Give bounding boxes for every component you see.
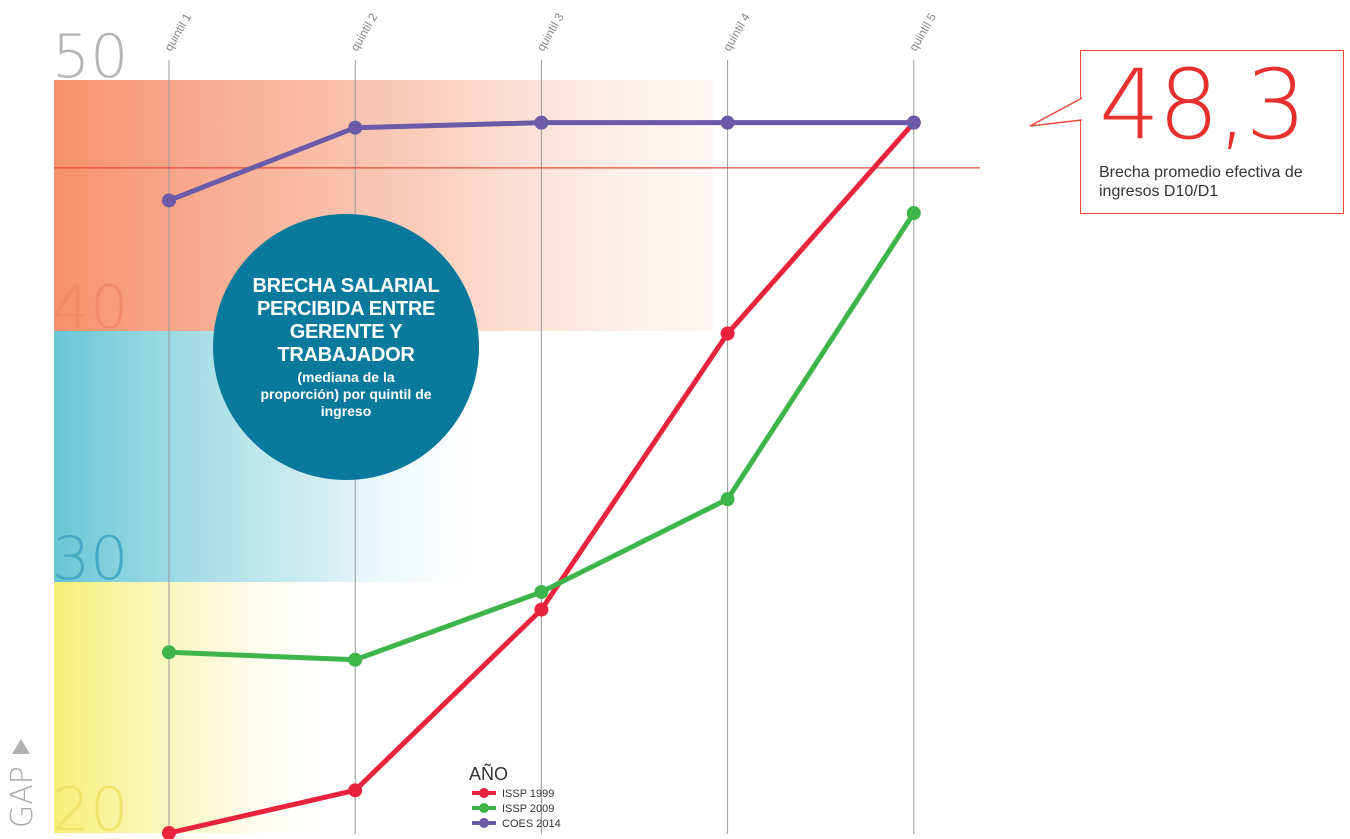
x-tick-label-4: quintil 4	[720, 10, 753, 53]
chart-subtitle: (mediana de la proporción) por quintil d…	[260, 368, 432, 419]
legend-label-issp-2009: ISSP 2009	[502, 803, 554, 815]
annotation-text: Brecha promedio efectiva de ingresos D10…	[1099, 164, 1303, 200]
legend-swatch-dot-issp-1999	[479, 788, 489, 798]
data-point-coes-2014-q4	[720, 115, 735, 130]
data-point-coes-2014-q3	[534, 115, 549, 130]
legend-swatch-dot-coes-2014	[479, 818, 489, 828]
x-tick-label-1: quintil 1	[161, 10, 194, 53]
x-tick-label-2: quintil 2	[348, 10, 381, 53]
data-point-issp-2009-q4	[720, 492, 735, 507]
y-tick-label-30: 30	[52, 524, 128, 594]
chart-title: BRECHA SALARIAL PERCIBIDA ENTRE GERENTE …	[252, 274, 440, 366]
annotation-value: 48,3	[1099, 49, 1307, 161]
data-point-issp-1999-q3	[534, 602, 549, 617]
legend-label-issp-1999: ISSP 1999	[502, 788, 554, 800]
legend-swatch-dot-issp-2009	[479, 803, 489, 813]
data-point-issp-1999-q1	[162, 826, 176, 839]
callout-pointer	[1029, 97, 1083, 127]
data-point-issp-2009-q2	[348, 652, 363, 667]
y-axis-arrow-icon	[12, 739, 30, 754]
chart-title-badge: BRECHA SALARIAL PERCIBIDA ENTRE GERENTE …	[213, 214, 479, 480]
legend-title: AÑO	[469, 763, 508, 784]
band-20-30	[54, 582, 334, 833]
data-point-issp-1999-q2	[348, 783, 363, 798]
y-tick-label-50: 50	[52, 22, 128, 92]
annotation-callout: 48,3 Brecha promedio efectiva de ingreso…	[1080, 50, 1344, 214]
y-tick-label-40: 40	[52, 273, 128, 343]
data-point-coes-2014-q5	[906, 115, 921, 130]
data-point-issp-2009-q3	[534, 585, 549, 600]
y-tick-label-20: 20	[52, 775, 128, 839]
data-point-issp-2009-q1	[162, 645, 176, 660]
data-point-issp-2009-q5	[906, 206, 921, 221]
data-point-coes-2014-q1	[162, 193, 176, 208]
x-tick-label-5: quintil 5	[906, 10, 939, 53]
legend-label-coes-2014: COES 2014	[502, 818, 561, 830]
x-tick-label-3: quintil 3	[534, 10, 567, 53]
data-point-issp-1999-q4	[720, 326, 735, 341]
data-point-coes-2014-q2	[348, 120, 363, 135]
y-axis-label: GAP	[5, 766, 40, 828]
